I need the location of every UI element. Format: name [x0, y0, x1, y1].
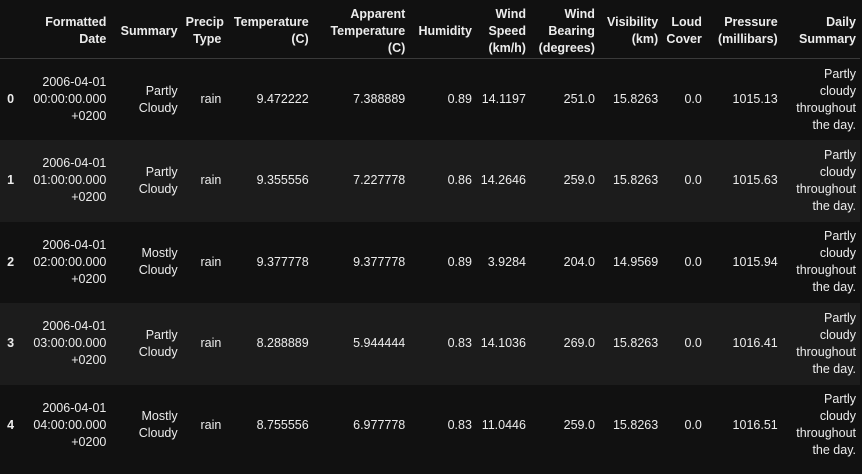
cell-formatted-date: 2006-04-01 02:00:00.000 +0200 [33, 237, 107, 286]
header-row: Formatted Date Summary Precip Type Tempe… [0, 4, 860, 59]
header-visibility: Visibility (km) [598, 4, 663, 59]
header-wind-bearing: Wind Bearing (degrees) [529, 4, 599, 59]
cell-apparent-temperature: 6.977778 [353, 417, 406, 432]
header-pressure: Pressure (millibars) [705, 4, 782, 59]
cell-daily-summary: Partly cloudy throughout the day. [796, 310, 856, 376]
cell-visibility: 15.8263 [612, 92, 659, 106]
table-row: 2 2006-04-01 02:00:00.000 +0200 Mostly C… [0, 221, 860, 303]
cell-formatted-date: 2006-04-01 00:00:00.000 +0200 [33, 75, 107, 123]
header-summary: Summary [110, 4, 182, 59]
cell-apparent-temperature: 5.944444 [353, 336, 406, 351]
table-row: 1 2006-04-01 01:00:00.000 +0200 Partly C… [0, 140, 860, 222]
cell-wind-speed: 14.1197 [481, 92, 526, 106]
cell-loud-cover: 0.0 [684, 254, 702, 269]
cell-pressure: 1015.94 [732, 254, 778, 269]
cell-summary: Mostly Cloudy [138, 409, 178, 441]
header-humidity: Humidity [409, 4, 476, 59]
cell-summary: Partly Cloudy [138, 327, 178, 359]
cell-summary: Partly Cloudy [138, 164, 178, 196]
cell-precip-type: rain [200, 173, 222, 188]
cell-loud-cover: 0.0 [684, 92, 702, 106]
cell-wind-speed: 3.9284 [487, 254, 526, 269]
cell-wind-bearing: 251.0 [563, 92, 595, 106]
cell-humidity: 0.89 [447, 92, 472, 106]
cell-pressure: 1015.63 [732, 173, 778, 188]
header-wind-speed: Wind Speed (km/h) [475, 4, 530, 59]
cell-visibility: 15.8263 [612, 336, 659, 351]
cell-loud-cover: 0.0 [684, 336, 702, 351]
cell-formatted-date: 2006-04-01 03:00:00.000 +0200 [33, 319, 107, 368]
cell-visibility: 15.8263 [612, 173, 659, 188]
cell-temperature: 8.755556 [256, 417, 309, 432]
cell-wind-speed: 14.2646 [480, 173, 526, 188]
cell-apparent-temperature: 7.388889 [353, 92, 406, 106]
cell-precip-type: rain [200, 336, 222, 351]
cell-humidity: 0.83 [447, 417, 472, 432]
dataframe-table: Formatted Date Summary Precip Type Tempe… [0, 4, 860, 466]
header-index [0, 4, 17, 59]
cell-loud-cover: 0.0 [684, 417, 702, 432]
table-row: 3 2006-04-01 03:00:00.000 +0200 Partly C… [0, 303, 860, 385]
header-formatted-date: Formatted Date [16, 4, 111, 59]
cell-temperature: 9.472222 [256, 92, 309, 106]
header-apparent-temperature: Apparent Temperature (C) [312, 4, 410, 59]
row-index: 3 [7, 336, 15, 351]
cell-wind-speed: 14.1036 [480, 336, 526, 351]
cell-humidity: 0.89 [447, 254, 472, 269]
cell-apparent-temperature: 7.227778 [353, 173, 406, 188]
table-row: 4 2006-04-01 04:00:00.000 +0200 Mostly C… [0, 384, 860, 466]
cell-precip-type: rain [200, 417, 222, 432]
cell-humidity: 0.83 [447, 336, 472, 351]
cell-daily-summary: Partly cloudy throughout the day. [796, 147, 856, 213]
cell-formatted-date: 2006-04-01 01:00:00.000 +0200 [33, 156, 107, 205]
cell-precip-type: rain [200, 92, 222, 106]
table-body: 0 2006-04-01 00:00:00.000 +0200 Partly C… [0, 58, 860, 466]
cell-pressure: 1016.41 [732, 336, 778, 351]
cell-temperature: 9.377778 [256, 254, 309, 269]
header-temperature: Temperature (C) [225, 4, 313, 59]
cell-pressure: 1016.51 [732, 417, 778, 432]
cell-formatted-date: 2006-04-01 04:00:00.000 +0200 [33, 400, 107, 449]
cell-precip-type: rain [200, 254, 222, 269]
row-index: 4 [7, 417, 15, 432]
cell-daily-summary: Partly cloudy throughout the day. [796, 392, 856, 458]
cell-wind-bearing: 204.0 [563, 254, 595, 269]
cell-humidity: 0.86 [447, 173, 472, 188]
header-daily-summary: Daily Summary [781, 4, 860, 59]
cell-summary: Partly Cloudy [138, 83, 178, 115]
cell-summary: Mostly Cloudy [138, 246, 178, 278]
cell-wind-speed: 11.0446 [481, 417, 526, 432]
cell-visibility: 14.9569 [612, 254, 659, 269]
header-loud-cover: Loud Cover [662, 4, 706, 59]
cell-wind-bearing: 259.0 [563, 417, 595, 432]
cell-daily-summary: Partly cloudy throughout the day. [796, 66, 856, 132]
cell-loud-cover: 0.0 [684, 173, 702, 188]
row-index: 0 [7, 92, 15, 106]
cell-temperature: 9.355556 [256, 173, 309, 188]
cell-visibility: 15.8263 [612, 417, 659, 432]
cell-daily-summary: Partly cloudy throughout the day. [796, 229, 856, 295]
cell-wind-bearing: 259.0 [563, 173, 595, 188]
table-header: Formatted Date Summary Precip Type Tempe… [0, 4, 860, 59]
cell-pressure: 1015.13 [732, 92, 778, 106]
row-index: 1 [7, 173, 15, 188]
row-index: 2 [7, 254, 15, 269]
table-row: 0 2006-04-01 00:00:00.000 +0200 Partly C… [0, 58, 860, 140]
cell-apparent-temperature: 9.377778 [353, 254, 406, 269]
cell-temperature: 8.288889 [256, 336, 309, 351]
header-precip-type: Precip Type [181, 4, 226, 59]
cell-wind-bearing: 269.0 [563, 336, 595, 351]
